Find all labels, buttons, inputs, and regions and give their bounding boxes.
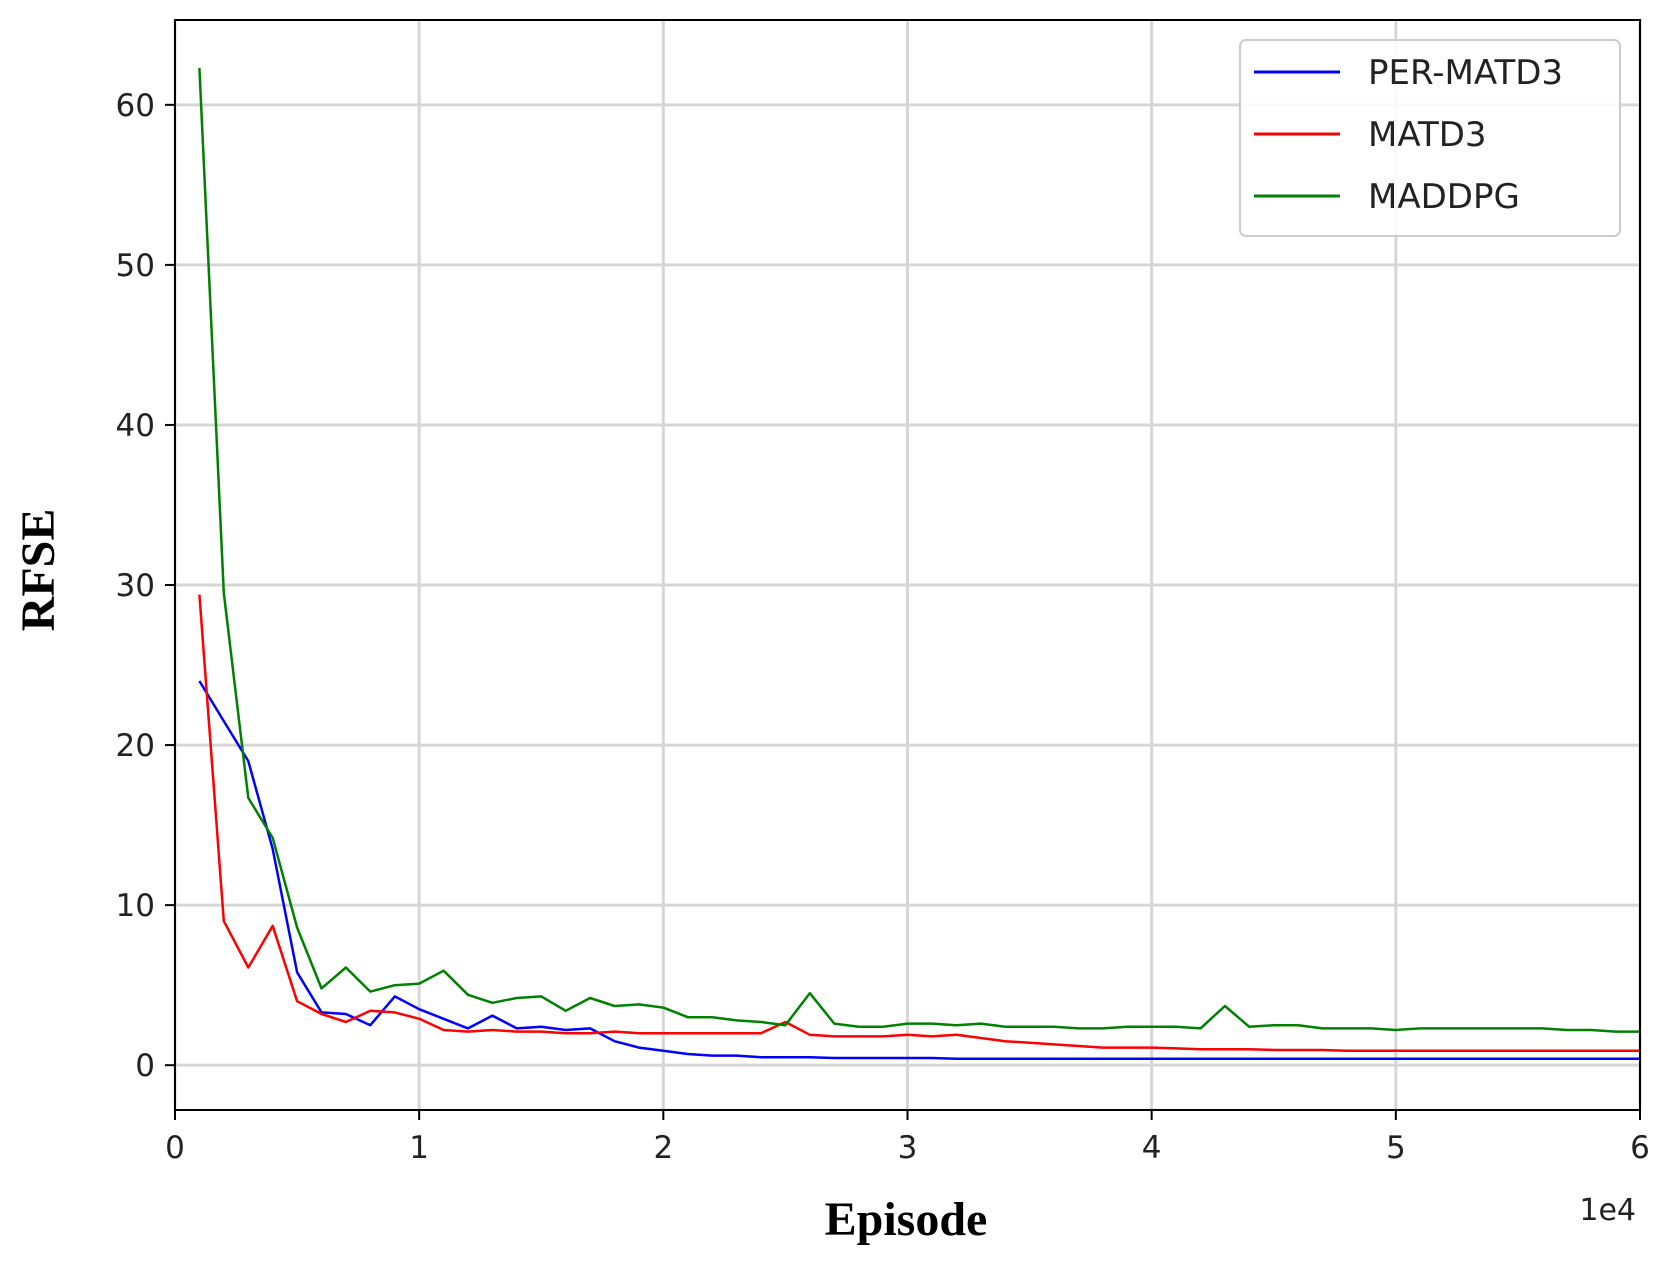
series-line-per-matd3 [198, 680, 1640, 1061]
x-tick-label: 5 [1386, 1130, 1406, 1166]
x-tick-label: 4 [1142, 1130, 1162, 1166]
legend-entry: PER-MATD3 [1368, 53, 1563, 93]
y-tick-label: 0 [135, 1048, 155, 1084]
x-tick-label: 2 [653, 1130, 673, 1166]
legend-box [1239, 39, 1621, 237]
y-tick-label: 60 [116, 88, 155, 124]
series-lines [198, 67, 1640, 1061]
grid [173, 20, 1642, 1110]
y-tick-label: 10 [116, 888, 155, 924]
legend-entry: MADDPG [1368, 177, 1520, 217]
legend: PER-MATD3 MATD3 MADDPG [1239, 39, 1621, 237]
y-tick-label: 40 [116, 408, 155, 444]
legend-entry: MATD3 [1368, 115, 1487, 155]
series-line-maddpg [198, 67, 1640, 1033]
y-tick-label: 20 [116, 728, 155, 764]
x-tick-label: 3 [898, 1130, 918, 1166]
x-tick-label: 0 [165, 1130, 185, 1166]
y-tick-label: 50 [116, 248, 155, 284]
y-axis-title: RFSE [12, 509, 65, 632]
x-axis-offset-label: 1e4 [1579, 1193, 1636, 1228]
x-tick-label: 1 [409, 1130, 429, 1166]
series-line-matd3 [198, 594, 1640, 1053]
x-tick-label: 6 [1630, 1130, 1650, 1166]
y-tick-label: 30 [116, 568, 155, 604]
x-axis-title: Episode [825, 1193, 988, 1246]
